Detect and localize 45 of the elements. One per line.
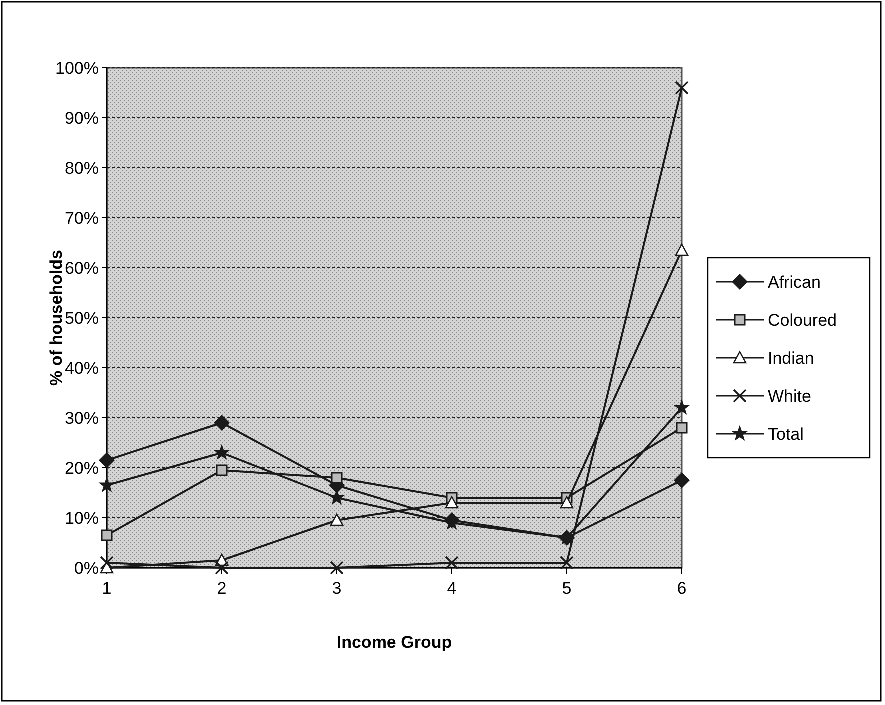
- x-tick-label: 1: [102, 579, 112, 598]
- point: [445, 556, 459, 570]
- point: [560, 496, 574, 509]
- point: [330, 561, 344, 575]
- point: [560, 556, 574, 570]
- point: [214, 415, 230, 431]
- point: [445, 496, 459, 509]
- point: [330, 514, 344, 526]
- legend-label: White: [768, 386, 812, 406]
- y-tick-label: 100%: [56, 58, 99, 78]
- point: [331, 472, 343, 484]
- x-tick-label: 5: [562, 579, 572, 598]
- y-tick-label: 60%: [64, 258, 99, 278]
- point: [329, 490, 345, 504]
- y-tick-label: 30%: [64, 408, 99, 428]
- y-tick-label: 80%: [64, 158, 99, 178]
- point: [675, 244, 689, 256]
- legend-label: Indian: [768, 348, 814, 368]
- y-axis-title: % of households: [47, 250, 66, 386]
- point: [674, 400, 690, 414]
- y-tick-label: 20%: [64, 458, 99, 478]
- x-axis-title: Income Group: [336, 633, 452, 652]
- point: [101, 530, 113, 542]
- x-tick-label: 2: [217, 579, 227, 598]
- point: [100, 556, 114, 570]
- y-tick-label: 40%: [64, 358, 99, 378]
- legend-label: Coloured: [768, 310, 837, 330]
- x-tick-label: 4: [447, 579, 457, 598]
- legend-label: Total: [768, 424, 804, 444]
- point: [99, 452, 115, 468]
- x-tick-label: 3: [332, 579, 342, 598]
- point: [674, 472, 690, 488]
- y-tick-label: 90%: [64, 108, 99, 128]
- point: [215, 561, 229, 575]
- point: [216, 464, 228, 476]
- x-tick-label: 6: [677, 579, 687, 598]
- point: [676, 422, 688, 434]
- legend-label: African: [768, 272, 821, 292]
- y-tick-label: 10%: [64, 508, 99, 528]
- point: [99, 478, 115, 492]
- y-tick-label: 50%: [64, 308, 99, 328]
- y-tick-label: 0%: [74, 558, 99, 578]
- point: [675, 81, 689, 95]
- point: [214, 445, 230, 460]
- y-tick-label: 70%: [64, 208, 99, 228]
